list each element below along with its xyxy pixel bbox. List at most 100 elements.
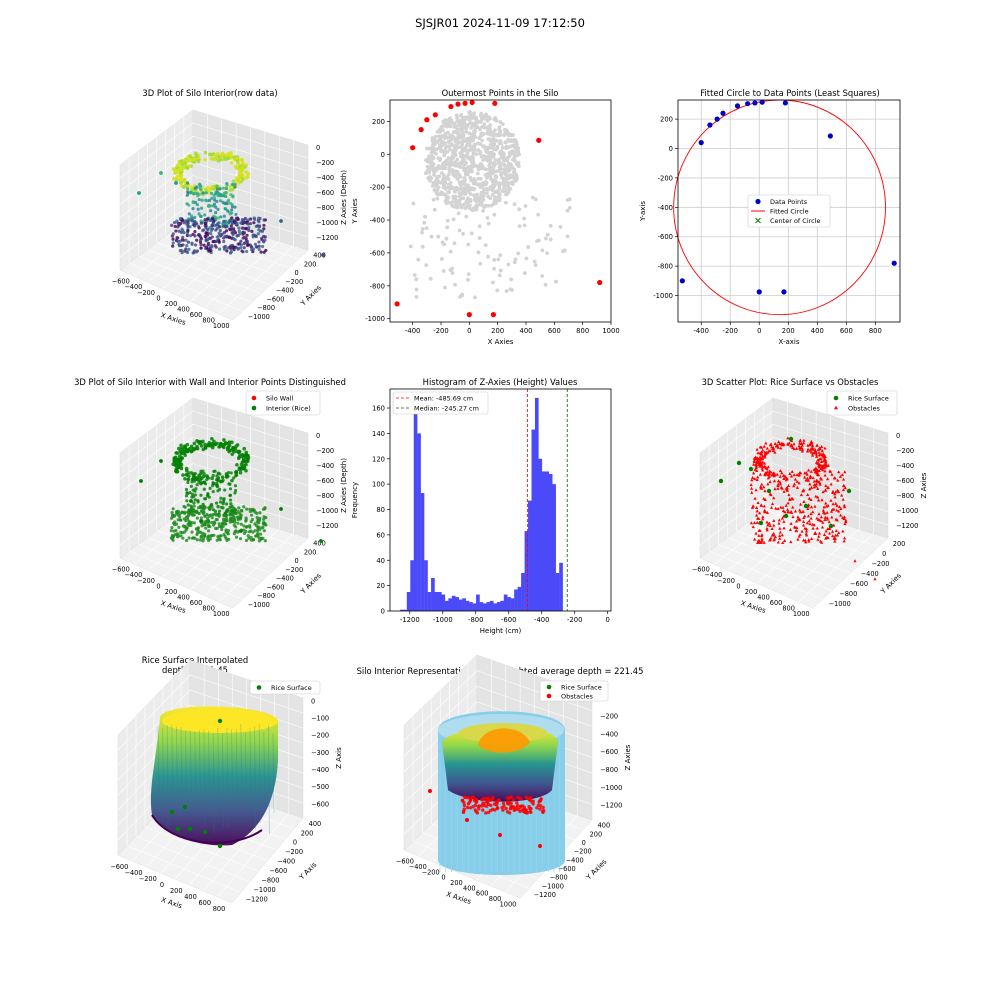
interior-point: [428, 276, 433, 281]
interior-point: [501, 151, 506, 156]
scatter-point: [202, 472, 206, 476]
scatter-point: [190, 449, 194, 453]
interior-point: [513, 178, 518, 183]
interior-point: [424, 158, 428, 163]
x-tick-label: 1000: [213, 322, 230, 330]
obstacle-marker: [776, 506, 780, 510]
obstacle-marker: [752, 462, 756, 466]
scatter-point: [224, 235, 229, 239]
y-tick-label: 0: [294, 557, 298, 565]
surface-mesh: [222, 733, 224, 827]
scatter-point: [245, 239, 249, 243]
obstacle-marker: [797, 473, 801, 477]
interior-point: [432, 207, 437, 212]
obstacle-marker: [769, 505, 774, 509]
scatter-point: [221, 517, 226, 521]
scatter-point: [170, 511, 174, 515]
obstacle-point: [494, 803, 499, 807]
scatter-point: [243, 216, 247, 221]
obstacle-point: [472, 798, 477, 803]
scatter-point: [247, 530, 251, 534]
x-axis-label: X Axies: [488, 338, 514, 346]
obstacle-marker: [777, 518, 782, 522]
scatter-point: [232, 227, 236, 231]
scatter-point: [222, 219, 226, 223]
scatter-point: [260, 229, 265, 233]
outer-point: [432, 112, 438, 118]
interior-point: [441, 176, 446, 181]
scatter-point: [224, 153, 229, 158]
obstacle-marker: [835, 508, 839, 512]
scatter-point: [222, 191, 226, 195]
x-tick-label: 0: [606, 616, 610, 624]
scatter-point: [180, 446, 184, 450]
obstacle-marker: [806, 478, 810, 482]
histogram-bar: [431, 578, 435, 611]
scatter-point: [218, 441, 223, 446]
grid-line: [772, 423, 889, 460]
interior-point: [474, 115, 479, 120]
obstacle-marker: [873, 577, 877, 581]
scatter-point: [242, 242, 246, 246]
obstacle-marker: [809, 505, 814, 509]
grid-line: [119, 136, 194, 192]
obstacle-marker: [826, 536, 830, 540]
obstacle-marker: [769, 470, 773, 474]
interior-point: [497, 168, 502, 173]
obstacle-marker: [779, 505, 783, 509]
interior-point: [511, 133, 516, 137]
obstacle-marker: [823, 488, 828, 492]
grid-line: [192, 423, 309, 460]
interior-point: [545, 251, 549, 256]
interior-point: [476, 148, 481, 153]
obstacle-marker: [783, 474, 787, 478]
x-tick-label: 800: [489, 895, 502, 903]
interior-point: [446, 130, 450, 135]
z-tick-label: −1200: [316, 522, 338, 530]
y-tick-label: −600: [266, 295, 284, 303]
interior-point: [463, 206, 468, 211]
y-axis-label: Y Axies: [584, 858, 609, 883]
obstacle-marker: [832, 507, 836, 511]
surface-mesh: [217, 727, 220, 809]
scatter-point: [217, 192, 221, 196]
scatter-point: [217, 240, 221, 244]
scatter-point: [190, 530, 194, 534]
interior-point: [468, 110, 472, 114]
interior-point: [498, 139, 503, 143]
interior-point: [497, 273, 502, 278]
interior-point: [481, 187, 486, 192]
obstacle-marker: [844, 518, 848, 522]
interior-point: [544, 236, 548, 241]
obstacle-marker: [841, 477, 846, 481]
x-tick-label: −400: [704, 571, 722, 579]
interior-point: [526, 245, 531, 249]
y-axis-label: Y Axis: [297, 861, 318, 882]
interior-point: [479, 154, 484, 159]
scatter-point: [203, 150, 208, 155]
scatter-point: [207, 198, 212, 202]
obstacle-point: [508, 811, 512, 815]
scatter-point: [197, 197, 201, 202]
obstacle-marker: [760, 486, 764, 490]
x-tick-label: 600: [770, 599, 783, 607]
obstacle-marker: [802, 500, 806, 504]
scatter-point: [242, 246, 246, 250]
scatter-point: [221, 186, 225, 190]
interior-point: [470, 158, 475, 163]
y-tick-label: -800: [370, 282, 385, 290]
scatter-point: [183, 476, 187, 481]
obstacle-marker: [837, 470, 841, 474]
obstacle-marker: [815, 471, 819, 475]
histogram-bar: [517, 586, 522, 611]
histogram-bar: [437, 591, 442, 611]
scatter-point: [222, 224, 226, 228]
scatter-point: [174, 169, 178, 174]
scatter-point: [185, 250, 190, 255]
grid-line: [192, 410, 309, 447]
obstacle-marker: [816, 498, 821, 502]
scatter-point: [228, 505, 232, 510]
surface-mesh: [208, 730, 210, 815]
obstacle-marker: [820, 525, 825, 529]
z-tick-label: −800: [896, 492, 914, 500]
